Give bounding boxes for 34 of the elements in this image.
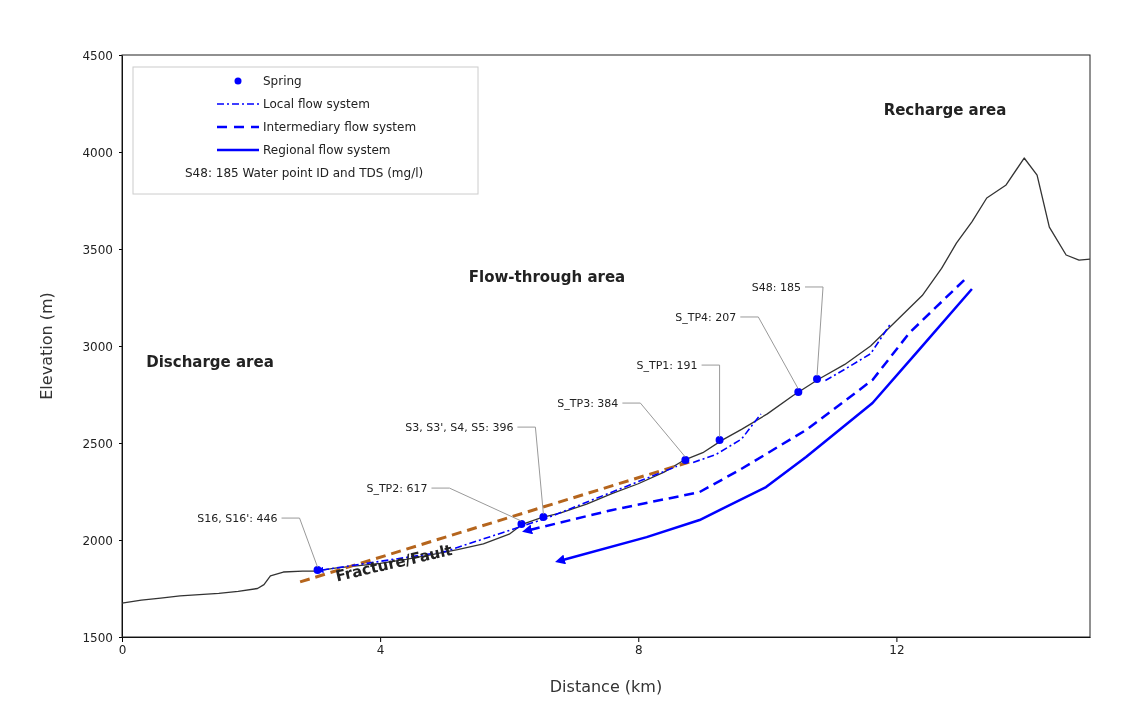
point [681, 456, 690, 465]
line-series [121, 157, 1091, 604]
point [715, 436, 724, 445]
x-tick-label: 4 [376, 642, 385, 657]
x-axis-title: Distance (km) [549, 677, 663, 696]
annotation: S_TP4: 207 [675, 310, 737, 324]
point [517, 520, 526, 529]
x-tick-label: 12 [889, 642, 905, 657]
annotation: S48: 185 Water point ID and TDS (mg/l) [185, 166, 424, 180]
annotation: S_TP1: 191 [636, 359, 698, 373]
x-tick-label: 0 [118, 642, 127, 657]
y-tick-label: 3000 [82, 339, 113, 354]
y-tick-label: 2000 [82, 533, 113, 548]
annotation: S_TP3: 384 [557, 397, 619, 411]
y-tick-label: 1500 [82, 630, 113, 645]
annotation: Discharge area [146, 353, 274, 371]
y-tick-label: 3500 [82, 242, 113, 257]
legend-label: Intermediary flow system [263, 120, 417, 134]
annotation: Flow-through area [468, 268, 626, 286]
y-axis-title: Elevation (m) [37, 292, 56, 400]
point [794, 387, 803, 396]
annotation: S_TP2: 617 [366, 482, 428, 496]
y-tick-label: 2500 [82, 436, 113, 451]
y-tick-label: 4000 [82, 145, 113, 160]
annotation: S16, S16': 446 [197, 512, 278, 526]
annotation: S3, S3', S4, S5: 396 [405, 421, 514, 435]
annotation: S48: 185 [751, 280, 802, 294]
legend-label: Local flow system [263, 97, 370, 111]
point [813, 374, 822, 383]
y-tick-label: 4500 [82, 48, 113, 63]
legend-label: Spring [263, 74, 302, 88]
legend-label: Regional flow system [263, 143, 391, 157]
x-tick-label: 8 [634, 642, 643, 657]
annotation: Recharge area [883, 101, 1007, 119]
